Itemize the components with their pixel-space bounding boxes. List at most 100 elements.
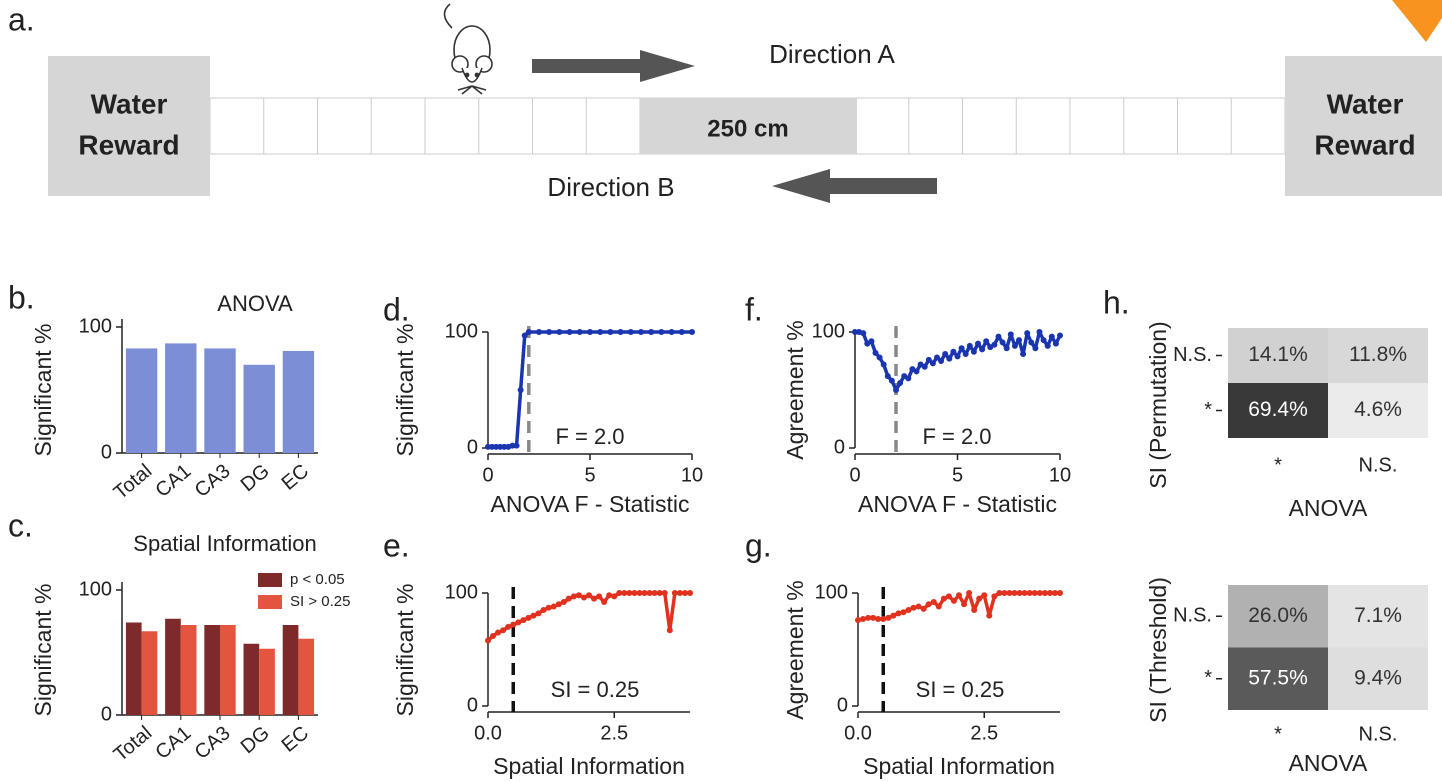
panel-label: b.: [8, 279, 35, 315]
point: [930, 599, 937, 606]
panel-label: f.: [745, 291, 763, 327]
point: [687, 590, 693, 596]
point: [676, 590, 683, 596]
point: [962, 351, 969, 358]
y-tick-label: *: [1204, 399, 1212, 421]
point: [607, 329, 614, 335]
x-tick-label: *: [1274, 723, 1282, 745]
x-axis-label: Spatial Information: [863, 753, 1055, 779]
x-tick-label: EC: [278, 460, 313, 495]
point: [975, 340, 981, 347]
y-axis-label: Significant %: [30, 584, 56, 717]
heatmap-cell: [1228, 585, 1328, 648]
x-axis-label: ANOVA: [1289, 495, 1368, 521]
point: [986, 612, 993, 619]
point: [646, 590, 653, 596]
point: [536, 329, 542, 335]
point: [940, 595, 947, 602]
panel-label: g.: [745, 527, 772, 563]
y-tick-label: 0: [101, 703, 112, 725]
x-tick-label: CA1: [151, 460, 195, 502]
point: [893, 387, 899, 393]
point: [875, 615, 882, 622]
x-tick-label: Total: [110, 722, 157, 766]
point: [870, 614, 877, 621]
arrow-right: [532, 50, 695, 82]
point: [648, 329, 655, 335]
point: [885, 614, 892, 621]
point: [517, 387, 524, 393]
point: [942, 351, 949, 358]
annotation: F = 2.0: [555, 424, 624, 449]
point: [950, 348, 957, 355]
point: [490, 632, 497, 639]
bar: [141, 631, 158, 715]
point: [1031, 590, 1038, 596]
point: [913, 368, 920, 375]
point: [1001, 590, 1008, 596]
y-axis-label: SI (Permutation): [1145, 321, 1171, 488]
point: [485, 637, 491, 644]
point: [935, 603, 942, 610]
point: [525, 329, 532, 335]
point: [521, 332, 528, 339]
y-axis-label: SI (Threshold): [1145, 577, 1171, 723]
x-tick-label: 5: [952, 464, 963, 486]
point: [580, 594, 587, 601]
point: [556, 329, 563, 335]
x-tick-label: CA1: [151, 722, 195, 764]
reward-text: Water: [1327, 88, 1404, 119]
point: [1028, 339, 1035, 346]
point: [872, 349, 879, 356]
x-tick-label: 0: [482, 464, 493, 486]
point: [671, 590, 678, 596]
point: [991, 593, 998, 600]
point: [890, 612, 897, 619]
heatmap-cell: [1228, 383, 1328, 438]
x-tick-label: 10: [681, 464, 703, 486]
bar: [220, 625, 236, 715]
cell-label: 57.5%: [1248, 666, 1308, 689]
y-tick-label: N.S.: [1173, 605, 1212, 627]
x-tick-label: DG: [237, 722, 274, 758]
point: [666, 627, 673, 634]
point: [513, 442, 520, 449]
panel-label: e.: [383, 527, 410, 563]
point: [950, 597, 957, 604]
corner-mark: [1392, 0, 1442, 42]
point: [550, 603, 557, 610]
point: [954, 353, 961, 360]
point: [575, 592, 582, 599]
y-tick-label: 0: [837, 694, 848, 716]
panel-label: h.: [1103, 284, 1130, 320]
x-tick-label: CA3: [191, 722, 235, 764]
point: [535, 610, 542, 617]
y-tick-label: *: [1204, 667, 1212, 689]
point: [560, 599, 567, 606]
point: [900, 609, 907, 616]
cell-label: 9.4%: [1354, 666, 1402, 689]
point: [1032, 345, 1039, 352]
track-center: [640, 98, 857, 154]
point: [641, 590, 648, 596]
bar: [165, 618, 181, 715]
x-tick-label: Total: [110, 460, 157, 504]
point: [510, 621, 517, 628]
point: [1016, 590, 1023, 596]
point: [971, 606, 978, 613]
cell-label: 7.1%: [1354, 604, 1402, 627]
point: [546, 329, 553, 335]
point: [1006, 590, 1013, 596]
x-tick-label: 10: [1049, 464, 1071, 486]
point: [852, 329, 858, 335]
point: [661, 590, 668, 596]
point: [966, 590, 973, 596]
point: [880, 361, 887, 368]
point: [1003, 345, 1010, 352]
x-tick-label: 2.5: [970, 722, 998, 744]
cell-label: 4.6%: [1354, 398, 1402, 421]
point: [530, 612, 537, 619]
point: [520, 617, 527, 624]
